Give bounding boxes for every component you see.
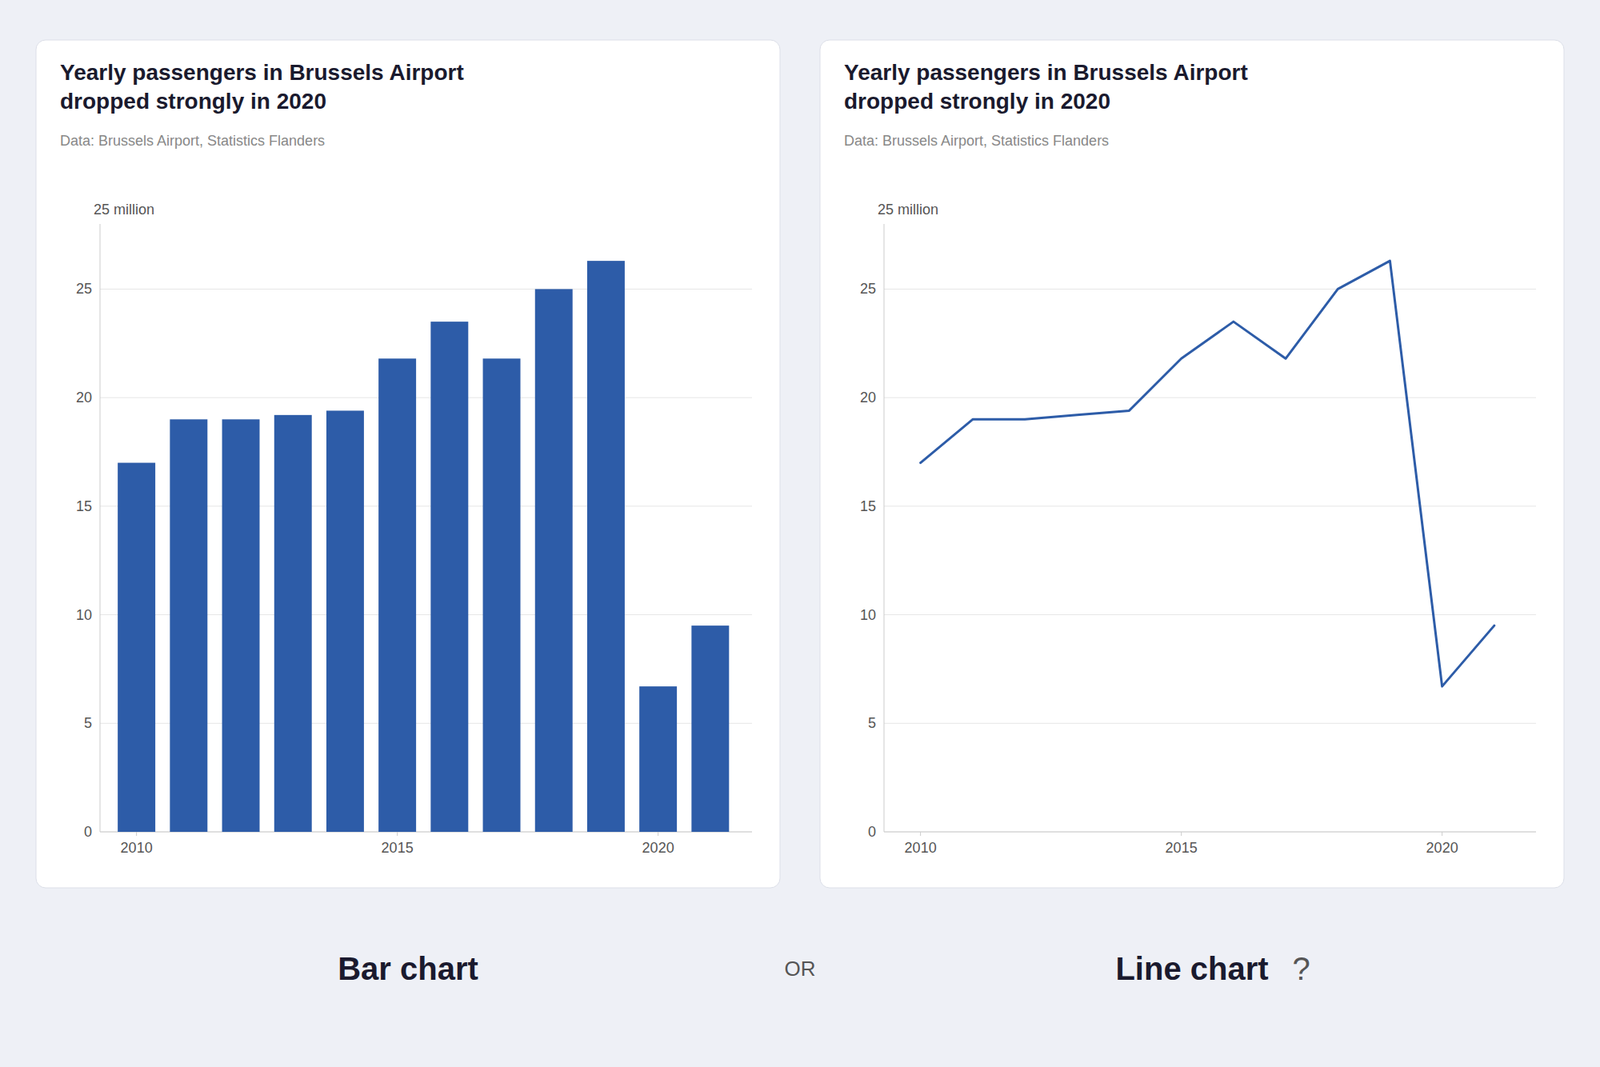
panel bbox=[36, 40, 780, 888]
x-tick bbox=[657, 832, 659, 836]
annotation: ? bbox=[1292, 951, 1311, 987]
line bbox=[920, 260, 1495, 687]
x-tick bbox=[1180, 832, 1182, 836]
x-tick-label: 2010 bbox=[904, 840, 937, 856]
y-tick-label: 5 bbox=[868, 715, 876, 732]
title: dropped strongly in 2020 bbox=[844, 88, 1111, 114]
bar bbox=[639, 686, 677, 832]
separator: OR bbox=[784, 956, 816, 981]
grid-line bbox=[884, 723, 1536, 724]
bar bbox=[169, 419, 208, 832]
x-axis-line bbox=[884, 832, 1536, 833]
grid-line bbox=[884, 397, 1536, 399]
subtitle: Data: Brussels Airport, Statistics Fland… bbox=[60, 132, 325, 149]
y-tick-label: 15 bbox=[76, 498, 92, 515]
y-tick-label: 0 bbox=[868, 824, 876, 840]
panel bbox=[820, 40, 1564, 888]
chart-panel: Yearly passengers in Brussels Airport dro… bbox=[36, 40, 780, 888]
x-tick-label: 2020 bbox=[1426, 840, 1459, 856]
x-tick bbox=[1441, 832, 1443, 836]
chart-panel: Yearly passengers in Brussels Airport dro… bbox=[820, 40, 1564, 888]
x-tick-label: 2015 bbox=[1165, 840, 1198, 856]
bar bbox=[117, 463, 156, 832]
y-tick-label: 25 bbox=[860, 280, 876, 297]
grid-line bbox=[100, 288, 752, 290]
x-tick bbox=[920, 832, 921, 836]
background bbox=[0, 0, 1600, 1067]
subtitle: Data: Brussels Airport, Statistics Fland… bbox=[844, 132, 1109, 149]
title: Yearly passengers in Brussels Airport bbox=[844, 60, 1248, 85]
y-tick-label: 10 bbox=[76, 607, 92, 624]
y-tick-label: 5 bbox=[84, 715, 92, 732]
y-axis-label: 25 million bbox=[93, 201, 155, 218]
grid-line bbox=[884, 288, 1536, 290]
x-tick-label: 2020 bbox=[642, 840, 675, 856]
bar bbox=[222, 419, 260, 832]
x-tick-label: 2015 bbox=[381, 840, 414, 856]
bar bbox=[378, 358, 416, 832]
bar bbox=[430, 321, 468, 832]
caption: Line chart bbox=[1115, 951, 1268, 987]
y-tick-label: 10 bbox=[860, 607, 876, 624]
bar bbox=[691, 625, 729, 832]
grid-line bbox=[884, 505, 1536, 507]
y-axis-line bbox=[100, 224, 101, 832]
title: Yearly passengers in Brussels Airport bbox=[60, 60, 464, 85]
y-tick-label: 20 bbox=[860, 389, 876, 406]
bar bbox=[326, 410, 364, 832]
x-tick-label: 2010 bbox=[120, 840, 153, 856]
x-tick bbox=[396, 832, 398, 836]
y-axis-line bbox=[884, 224, 885, 832]
y-tick-label: 15 bbox=[860, 498, 876, 515]
y-axis-label: 25 million bbox=[877, 201, 939, 218]
x-tick bbox=[136, 832, 137, 836]
caption: Bar chart bbox=[337, 951, 479, 987]
bar bbox=[483, 358, 521, 832]
y-tick-label: 25 bbox=[76, 280, 92, 297]
page: Yearly passengers in Brussels Airport dro… bbox=[0, 0, 1600, 1067]
y-tick-label: 20 bbox=[76, 389, 92, 406]
grid-line bbox=[100, 397, 752, 399]
grid-line bbox=[884, 614, 1536, 616]
grid-line bbox=[884, 832, 1536, 833]
marks bbox=[920, 260, 1495, 687]
marks bbox=[117, 260, 729, 832]
bar bbox=[587, 260, 625, 832]
title: dropped strongly in 2020 bbox=[60, 88, 327, 114]
bar bbox=[274, 415, 312, 832]
y-tick-label: 0 bbox=[84, 824, 92, 840]
bar bbox=[535, 288, 573, 832]
